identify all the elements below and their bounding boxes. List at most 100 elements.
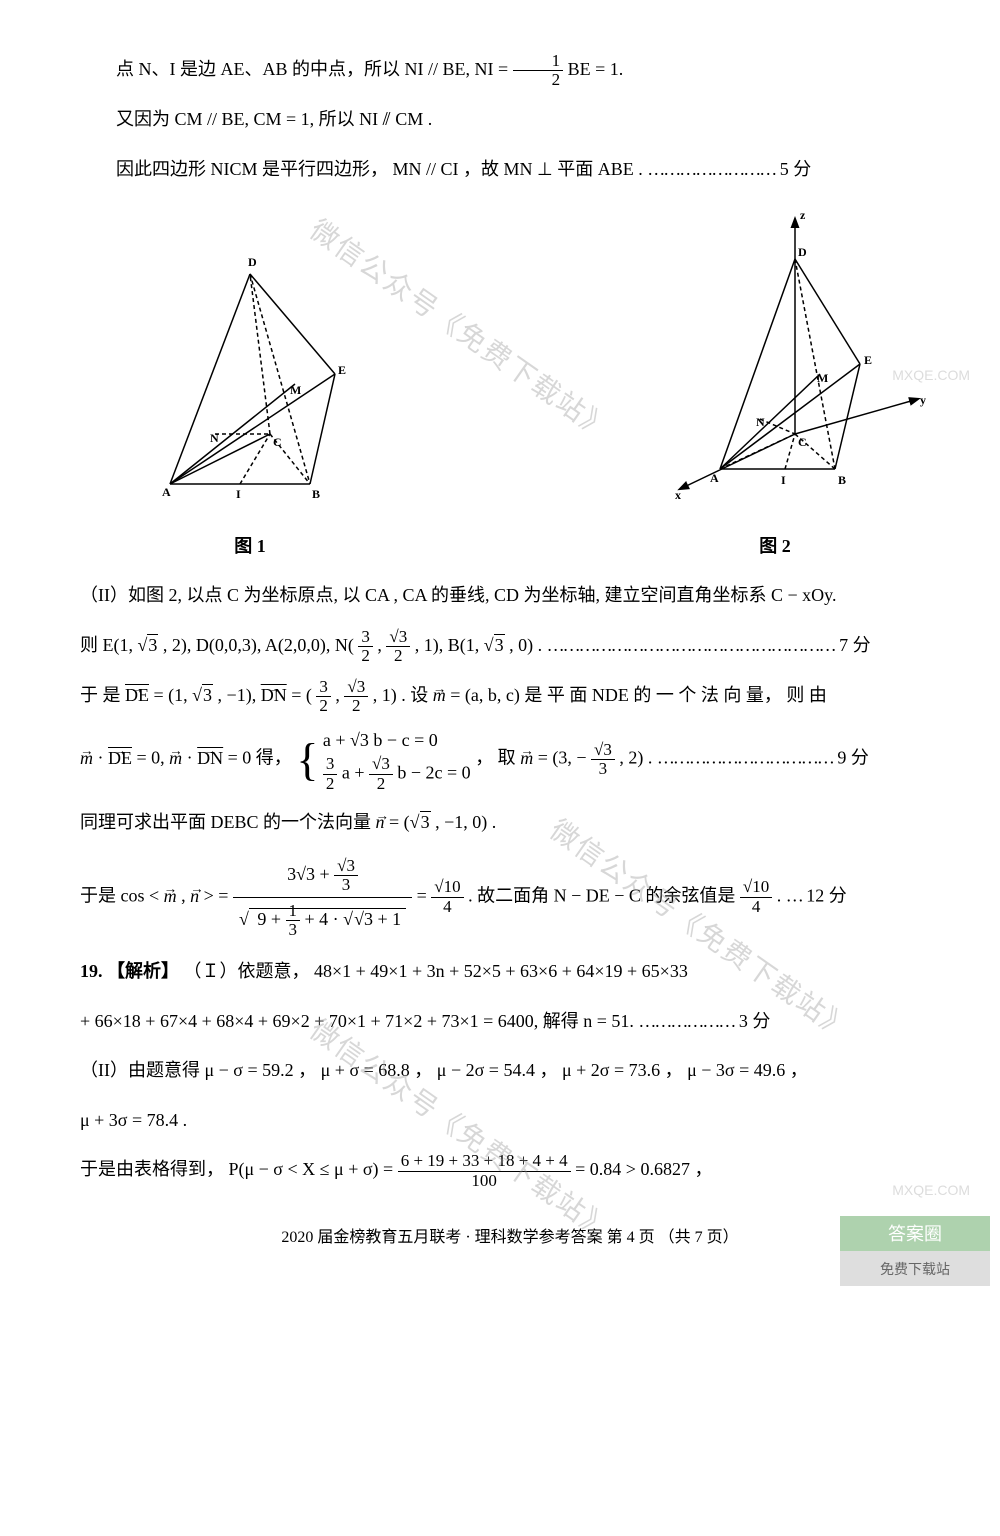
text: , 0) . (509, 635, 542, 655)
text-line-3: 因此四边形 NICM 是平行四边形， MN // CI ，故 MN ⊥ 平面 A… (80, 150, 940, 190)
text: 于是 cos < (80, 886, 164, 906)
question-19: 19. 【解析】 （Ｉ）依题意， 48×1 + 49×1 + 3n + 52×5… (80, 952, 940, 992)
fraction: √32 (386, 628, 410, 666)
text: , −1, 0) . (435, 812, 496, 832)
figure-2: z y x D E M N C A I B 图 2 (620, 204, 930, 566)
num: 6 + 19 + 33 + 18 + 4 + 4 (398, 1152, 571, 1172)
sqrt3: 3 (494, 634, 505, 655)
dots: ……………… (638, 1011, 734, 1031)
sqrt3: 3 (147, 634, 158, 655)
equation-system: a + √3 b − c = 0 32 a + √32 b − 2c = 0 (323, 726, 471, 793)
svg-text:N: N (210, 431, 219, 445)
text-line-7: m · DE = 0, m · DN = 0 得， { a + √3 b − c… (80, 726, 940, 793)
score: 3 分 (739, 1011, 771, 1031)
fraction: 32 (323, 755, 338, 793)
text: 则 E(1, (80, 635, 138, 655)
svg-text:y: y (920, 393, 926, 407)
num: 3 (323, 755, 338, 775)
text: 3√3 + (287, 864, 334, 884)
fraction: √33 (591, 741, 615, 779)
fraction: 32 (358, 628, 373, 666)
vector-n: n (190, 886, 199, 906)
solution-tag: 【解析】 (107, 961, 179, 981)
eq1: a + √3 b − c = 0 (323, 730, 438, 750)
vector-m: m (433, 685, 446, 705)
figure-2-svg: z y x D E M N C A I B (620, 204, 930, 504)
svg-text:x: x (675, 488, 681, 502)
text: , 2), D(0,0,3), A(2,0,0), N( (163, 635, 354, 655)
score: 12 分 (806, 886, 847, 906)
text: m (520, 748, 533, 768)
fraction: 1 2 (513, 52, 564, 90)
text: > = (204, 886, 233, 906)
text: DE (125, 685, 149, 705)
num: √10 (740, 878, 772, 898)
text: DN (197, 748, 223, 768)
num: 1 (286, 902, 301, 922)
text: , 2) . (619, 748, 652, 768)
vector-m: m (169, 748, 182, 768)
text: . (777, 886, 782, 906)
den: 2 (386, 647, 410, 666)
vector-DE: DE (125, 685, 149, 705)
brace-icon: { (296, 739, 318, 780)
text: DN (261, 685, 287, 705)
svg-text:M: M (290, 383, 301, 397)
text: b − 2c = 0 (397, 762, 470, 782)
text: 同理可求出平面 DEBC 的一个法向量 (80, 812, 376, 832)
fraction: 13 (286, 902, 301, 940)
svg-text:N: N (756, 415, 765, 429)
text-line-1: 点 N、I 是边 AE、AB 的中点，所以 NI // BE, NI = 1 2… (80, 50, 940, 90)
vector-m: m (80, 748, 93, 768)
text-line-4: （II）如图 2, 以点 C 为坐标原点, 以 CA , CA 的垂线, CD … (80, 576, 940, 616)
text: a + (342, 762, 369, 782)
score: 5 分 (780, 159, 812, 179)
sqrt-group: 9 + 13 + 4 · √√3 + 1 (249, 908, 406, 929)
den: 4 (740, 898, 772, 917)
text: = (3, − (538, 748, 587, 768)
text-line-9: 于是 cos < m , n > = 3√3 + √33 √ 9 + 13 + … (80, 853, 940, 942)
svg-text:z: z (800, 208, 806, 222)
fraction: 32 (316, 678, 331, 716)
text: = (1, (154, 685, 193, 705)
den: 2 (358, 647, 373, 666)
text-line-12: （II）由题意得 μ − σ = 59.2 ， μ + σ = 68.8 ， μ… (80, 1051, 940, 1091)
text: = ( (389, 812, 410, 832)
num: √3 (386, 628, 410, 648)
text: BE = 1. (568, 59, 624, 79)
text: m (80, 748, 93, 768)
den: 3 (286, 921, 301, 940)
svg-text:E: E (338, 363, 346, 377)
question-number: 19. (80, 961, 103, 981)
fraction: √104 (740, 878, 772, 916)
svg-text:A: A (162, 485, 171, 499)
text: m (164, 886, 177, 906)
fraction: √104 (431, 878, 463, 916)
num: √3 (369, 755, 393, 775)
text: 于 是 (80, 685, 125, 705)
vector-DE: DE (108, 748, 132, 768)
text-line-2: 又因为 CM // BE, CM = 1, 所以 NI ⫽ CM . (80, 100, 940, 140)
figure-2-label: 图 2 (620, 527, 930, 567)
text: n (376, 812, 385, 832)
dots: ……………………………………………… (547, 635, 835, 655)
text: 9 + (257, 909, 285, 929)
big-fraction: 3√3 + √33 √ 9 + 13 + 4 · √√3 + 1 (233, 853, 412, 942)
page-footer: 2020 届金榜教育五月联考 · 理科数学参考答案 第 4 页 （共 7 页） (80, 1220, 940, 1255)
num: √3 (334, 857, 358, 877)
num: √3 (344, 678, 368, 698)
svg-text:免费下载站: 免费下载站 (880, 1262, 950, 1278)
score: 9 分 (837, 748, 869, 768)
den: 2 (316, 697, 331, 716)
text: DE (108, 748, 132, 768)
text: = (417, 886, 432, 906)
figure-1-svg: D E M N C A I B (140, 244, 360, 504)
svg-text:B: B (838, 473, 846, 487)
fraction: √32 (369, 755, 393, 793)
den: 4 (431, 898, 463, 917)
text: n (190, 886, 199, 906)
den: 2 (369, 775, 393, 794)
svg-text:C: C (798, 435, 807, 449)
text: , (377, 635, 386, 655)
svg-text:C: C (273, 435, 282, 449)
